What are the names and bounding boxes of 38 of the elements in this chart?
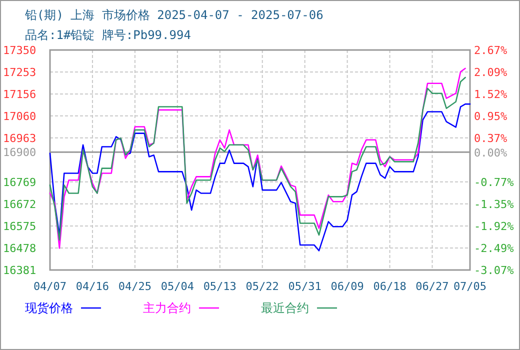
- legend-label: 主力合约: [143, 301, 191, 315]
- y2-tick-label: -2.49%: [474, 242, 514, 255]
- x-tick-label: 05/04: [160, 280, 194, 293]
- y-tick-label: 17156: [3, 88, 36, 102]
- y2-tick-label: -1.92%: [474, 220, 514, 233]
- x-tick-label: 07/05: [453, 280, 487, 293]
- x-tick-label: 05/13: [203, 280, 236, 293]
- y-tick-label: 16672: [3, 198, 36, 211]
- y-tick-label: 16769: [3, 176, 36, 189]
- y2-tick-label: 0.95%: [474, 110, 508, 123]
- title: 铅(期) 上海 市场价格 2025-04-07 - 2025-07-06 品名:1#铅锭 牌号:Pb99.994: [25, 8, 324, 42]
- y2-tick-label: 2.67%: [474, 44, 508, 57]
- y2-tick-label: 0.37%: [474, 132, 508, 146]
- y-tick-label: 16900: [3, 146, 36, 160]
- y2-tick-label: 1.52%: [474, 88, 508, 102]
- y-tick-label: 16963: [3, 132, 36, 145]
- y2-tick-label: -1.35%: [474, 198, 514, 212]
- x-tick-label: 04/25: [118, 280, 152, 293]
- x-tick-label: 06/18: [373, 280, 406, 293]
- x-tick-label: 05/31: [288, 280, 322, 293]
- x-tick-label: 06/09: [330, 280, 364, 293]
- y-tick-label: 16575: [3, 220, 36, 233]
- x-tick-label: 04/07: [33, 280, 67, 293]
- legend-label: 最近合约: [261, 301, 309, 315]
- y-tick-label: 16478: [3, 242, 36, 255]
- y2-tick-label: 2.09%: [474, 66, 508, 80]
- y-tick-label: 17060: [3, 110, 36, 123]
- y2-tick-label: -0.77%: [474, 176, 514, 189]
- legend-label: 现货价格: [25, 301, 73, 315]
- y-tick-label: 16381: [3, 264, 36, 277]
- x-tick-label: 06/27: [416, 280, 449, 293]
- x-tick-label: 04/16: [76, 280, 110, 293]
- y2-tick-label: -3.07%: [474, 264, 514, 277]
- y-tick-label: 17253: [3, 66, 36, 80]
- line-series: [49, 103, 471, 252]
- y-tick-label: 17350: [3, 44, 36, 57]
- x-tick-label: 05/22: [246, 280, 279, 293]
- y2-tick-label: 0.00%: [474, 146, 508, 160]
